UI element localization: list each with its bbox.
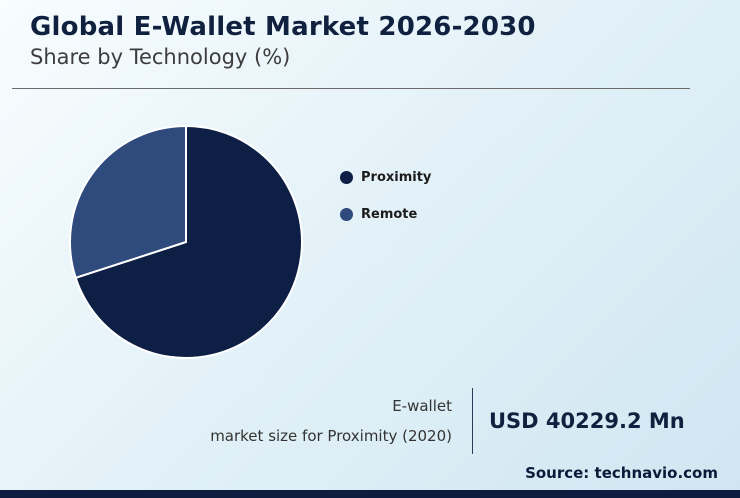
- annotation-divider: [472, 388, 473, 454]
- annotation-text: E-wallet market size for Proximity (2020…: [100, 397, 456, 445]
- legend-label-remote: Remote: [361, 207, 418, 222]
- annotation-line1: E-wallet: [392, 397, 452, 415]
- pie-chart: [60, 116, 312, 368]
- legend-swatch-remote: [340, 208, 353, 221]
- header-divider: [12, 88, 690, 89]
- annotation-value: USD 40229.2 Mn: [489, 409, 685, 433]
- market-size-annotation: E-wallet market size for Proximity (2020…: [100, 388, 685, 454]
- chart-legend: Proximity Remote: [340, 170, 431, 244]
- source-credit: Source: technavio.com: [525, 464, 718, 482]
- bottom-accent-bar: [0, 490, 740, 498]
- page-subtitle: Share by Technology (%): [30, 45, 291, 69]
- pie-slice-proximity: [74, 125, 303, 359]
- page-title: Global E-Wallet Market 2026-2030: [30, 12, 536, 42]
- legend-label-proximity: Proximity: [361, 170, 432, 185]
- legend-item-remote: Remote: [340, 207, 431, 222]
- header: Global E-Wallet Market 2026-2030 Share b…: [30, 12, 710, 69]
- pie-slice-remote: [69, 125, 187, 279]
- annotation-line2: market size for Proximity (2020): [210, 427, 452, 445]
- legend-swatch-proximity: [340, 171, 353, 184]
- legend-item-proximity: Proximity: [340, 170, 431, 185]
- pie-chart-svg: [69, 125, 303, 359]
